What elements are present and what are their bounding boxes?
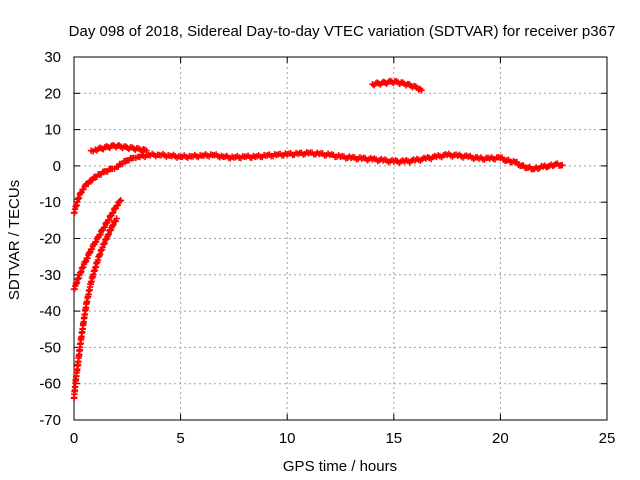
y-tick-label: -30 bbox=[39, 267, 61, 284]
data-point bbox=[117, 197, 125, 204]
data-point bbox=[88, 245, 96, 253]
data-point bbox=[78, 189, 85, 196]
data-point bbox=[114, 202, 121, 209]
data-point bbox=[418, 87, 425, 94]
series-upper-arc bbox=[87, 142, 150, 155]
data-point bbox=[559, 161, 566, 169]
x-tick-label: 20 bbox=[492, 430, 509, 447]
x-tick-label: 10 bbox=[279, 430, 296, 447]
data-point bbox=[97, 231, 104, 238]
y-tick-label: -60 bbox=[39, 376, 61, 393]
x-tick-label: 25 bbox=[599, 430, 616, 447]
y-tick-label: -40 bbox=[39, 303, 61, 320]
y-tick-label: -50 bbox=[39, 339, 61, 356]
x-tick-label: 5 bbox=[176, 430, 184, 447]
data-point bbox=[80, 186, 87, 193]
series-main-arc bbox=[70, 149, 566, 217]
y-tick-label: -20 bbox=[39, 231, 61, 248]
x-tick-label: 0 bbox=[70, 430, 78, 447]
data-point bbox=[101, 223, 108, 231]
x-tick-label: 15 bbox=[385, 430, 402, 447]
axis-ticks bbox=[73, 56, 608, 421]
data-point bbox=[113, 215, 120, 222]
data-points bbox=[70, 77, 566, 402]
y-tick-label: 30 bbox=[44, 49, 61, 66]
chart-title: Day 098 of 2018, Sidereal Day-to-day VTE… bbox=[69, 23, 616, 40]
x-axis-label: GPS time / hours bbox=[283, 458, 397, 475]
data-point bbox=[105, 216, 113, 224]
data-point bbox=[110, 221, 117, 229]
data-point bbox=[109, 222, 116, 229]
data-point bbox=[92, 238, 100, 245]
y-tick-label: 20 bbox=[44, 85, 61, 102]
series-high-arc bbox=[369, 77, 425, 94]
series-rising-arc-b bbox=[70, 215, 120, 402]
y-tick-label: 0 bbox=[53, 158, 61, 175]
y-axis-label: SDTVAR / TECUs bbox=[6, 180, 23, 300]
grid-lines bbox=[74, 57, 607, 420]
series-rising-arc-a bbox=[70, 197, 125, 293]
data-point bbox=[110, 209, 117, 216]
y-tick-label: -10 bbox=[39, 194, 61, 211]
y-tick-label: -70 bbox=[39, 412, 61, 429]
data-point bbox=[143, 147, 150, 154]
y-tick-label: 10 bbox=[44, 122, 61, 139]
tick-labels: 0 5 10 15 20 25 -70 -60 -50 -40 -30 -20 -10 0 10 20 30 bbox=[39, 49, 615, 447]
